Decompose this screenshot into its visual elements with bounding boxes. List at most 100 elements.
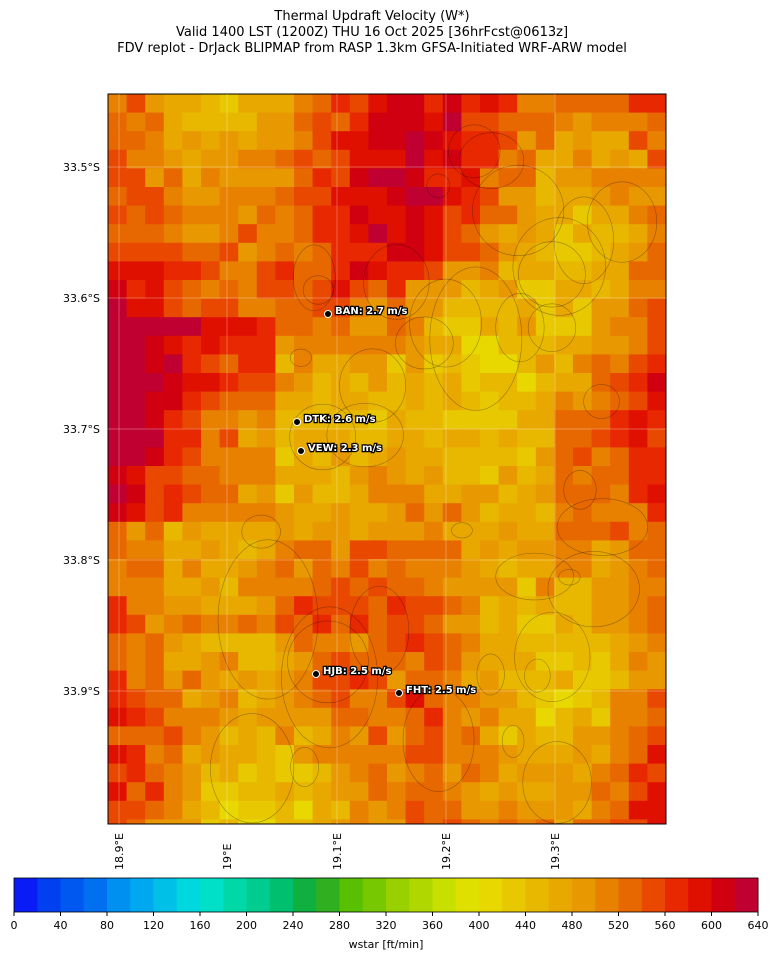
heat-cell (554, 707, 574, 727)
heat-cell (349, 205, 369, 225)
heat-cell (349, 410, 369, 430)
heat-cell (312, 503, 332, 523)
heat-cell (442, 205, 462, 225)
heat-cell (554, 391, 574, 411)
terrain-contour (556, 498, 649, 556)
heat-cell (163, 466, 183, 486)
heat-cell (108, 298, 128, 318)
heat-cell (591, 652, 611, 672)
heat-cell (387, 354, 407, 374)
heat-cell (182, 745, 202, 765)
heat-cell (405, 800, 425, 820)
heat-cell (182, 242, 202, 262)
heat-cell (535, 335, 555, 355)
heat-cell (591, 261, 611, 281)
heat-cell (368, 298, 388, 318)
heat-cell (145, 354, 165, 374)
terrain-contour (426, 173, 451, 199)
heat-cell (647, 335, 667, 355)
heat-cell (163, 354, 183, 374)
heat-cell (591, 298, 611, 318)
heat-cell (219, 800, 239, 820)
station-marker (293, 418, 301, 426)
heat-cell (256, 633, 276, 653)
heat-cell (628, 224, 648, 244)
heat-cell (238, 428, 258, 448)
heat-cell (108, 280, 128, 300)
heat-cell (628, 187, 648, 207)
heat-cell (517, 633, 537, 653)
heat-cell (238, 484, 258, 504)
heat-cell (405, 391, 425, 411)
heat-cell (387, 280, 407, 300)
heat-cell (238, 670, 258, 690)
heat-cell (573, 410, 593, 430)
heat-cell (387, 94, 407, 114)
heat-cell (182, 614, 202, 634)
heat-cell (517, 540, 537, 560)
heat-cell (201, 94, 221, 114)
heat-cell (145, 131, 165, 151)
heat-cell (554, 149, 574, 169)
heat-cell (256, 800, 276, 820)
heat-cell (628, 280, 648, 300)
colorbar-bin (200, 878, 224, 912)
heat-cell (182, 205, 202, 225)
heat-cell (145, 335, 165, 355)
heat-cell (294, 242, 314, 262)
heat-cell (647, 242, 667, 262)
heat-cell (275, 652, 295, 672)
heat-cell (442, 540, 462, 560)
heat-cell (387, 503, 407, 523)
heat-cell (480, 559, 500, 579)
heat-cell (573, 540, 593, 560)
heat-cell (108, 224, 128, 244)
heat-cell (256, 410, 276, 430)
station-label: DTK: 2.6 m/s (304, 414, 376, 425)
heat-cell (294, 335, 314, 355)
heat-cell (498, 298, 518, 318)
heat-cell (182, 540, 202, 560)
heat-cell (591, 707, 611, 727)
terrain-contour (495, 293, 545, 363)
heat-cell (312, 354, 332, 374)
heat-cell (591, 763, 611, 783)
heat-cell (294, 689, 314, 709)
heat-cell (628, 298, 648, 318)
heat-cell (498, 373, 518, 393)
heat-cell (256, 428, 276, 448)
heat-cell (312, 168, 332, 188)
heat-cell (126, 224, 146, 244)
heat-cell (442, 466, 462, 486)
heat-cell (424, 224, 444, 244)
heat-cell (480, 149, 500, 169)
heat-cell (387, 670, 407, 690)
heat-cell (480, 707, 500, 727)
heat-cell (442, 689, 462, 709)
heat-cell (535, 410, 555, 430)
heat-cell (126, 261, 146, 281)
heat-cell (647, 354, 667, 374)
heat-cell (647, 373, 667, 393)
heat-cell (554, 819, 574, 825)
heat-cell (573, 614, 593, 634)
heat-cell (182, 373, 202, 393)
heat-cell (312, 614, 332, 634)
colorbar-bin (572, 878, 596, 912)
colorbar-tick-label: 120 (143, 919, 164, 932)
heat-cell (442, 410, 462, 430)
heat-cell (275, 205, 295, 225)
heat-cell (405, 819, 425, 825)
colorbar-label: wstar [ft/min] (349, 938, 424, 951)
heat-cell (424, 112, 444, 132)
heat-cell (610, 298, 630, 318)
heat-cell (219, 503, 239, 523)
heat-cell (442, 503, 462, 523)
terrain-contour (281, 606, 378, 749)
heat-cell (647, 131, 667, 151)
heat-cell (498, 335, 518, 355)
heat-cell (256, 670, 276, 690)
heat-cell (387, 224, 407, 244)
heat-cell (535, 614, 555, 634)
station-label: VEW: 2.3 m/s (308, 443, 382, 454)
